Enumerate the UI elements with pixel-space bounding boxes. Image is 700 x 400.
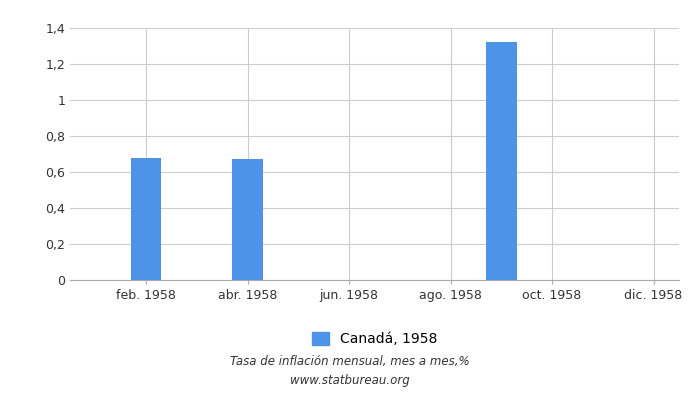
- Text: Tasa de inflación mensual, mes a mes,%: Tasa de inflación mensual, mes a mes,%: [230, 356, 470, 368]
- Bar: [131, 158, 162, 280]
- Text: www.statbureau.org: www.statbureau.org: [290, 374, 410, 387]
- Legend: Canadá, 1958: Canadá, 1958: [312, 332, 437, 346]
- Bar: [486, 42, 517, 280]
- Bar: [232, 159, 263, 280]
